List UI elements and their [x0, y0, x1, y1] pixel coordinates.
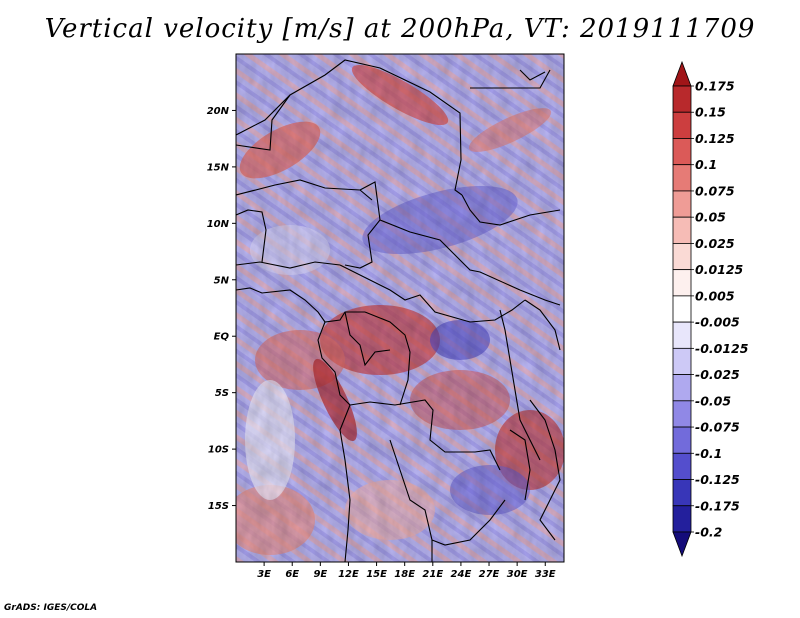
x-tick-label: 30E — [507, 569, 528, 580]
axis-ticks: 3E 6E 9E 12E 15E 18E 21E 24E 27E 30E 33E 20N 15N 10N 5… — [207, 106, 556, 580]
colorbar-label: 0.025 — [695, 236, 735, 251]
colorbar-arrow-top — [672, 60, 692, 87]
x-tick-label: 18E — [394, 569, 415, 580]
y-tick-label: 15S — [208, 501, 229, 512]
colorbar-box — [672, 164, 692, 192]
x-tick-label: 24E — [451, 569, 472, 580]
y-tick-label: 15N — [207, 162, 230, 173]
border-line — [236, 287, 365, 323]
colorbar-label: 0.0125 — [695, 262, 744, 277]
colorbar-label: 0.1 — [695, 157, 717, 172]
colorbar-label: -0.025 — [695, 367, 740, 382]
border-line — [236, 209, 267, 263]
border-line — [236, 179, 373, 201]
colorbar-label: 0.05 — [695, 210, 726, 225]
map-frame — [235, 53, 565, 563]
x-tick-label: 27E — [479, 569, 500, 580]
border-line — [519, 69, 546, 81]
colorbar-label: -0.075 — [695, 420, 740, 435]
colorbar-label: -0.125 — [695, 472, 740, 487]
y-tick-label: EQ — [214, 332, 230, 343]
x-tick-label: 12E — [338, 569, 359, 580]
border-line — [236, 261, 341, 269]
x-tick-label: 21E — [422, 569, 443, 580]
country-borders — [236, 59, 561, 562]
colorbar-label: 0.075 — [695, 183, 735, 198]
colorbar-box — [672, 347, 692, 375]
credit-text: GrADS: IGES/COLA — [4, 603, 98, 613]
x-tick-label: 33E — [535, 569, 556, 580]
colorbar-box — [672, 85, 692, 113]
chart-title: Vertical velocity [m/s] at 200hPa, VT: 2… — [44, 14, 756, 44]
border-line — [509, 429, 531, 501]
border-line — [236, 94, 291, 151]
colorbar-box — [672, 138, 692, 166]
colorbar: 0.175 0.15 0.125 0.1 0.075 0.05 0.025 0.0125 0.0… — [672, 60, 749, 558]
colorbar-label: 0.175 — [695, 79, 735, 94]
colorbar-arrow-bottom — [672, 531, 692, 558]
border-line — [364, 311, 411, 406]
border-line — [317, 321, 351, 406]
x-tick-label: 15E — [366, 569, 387, 580]
colorbar-box — [672, 321, 692, 349]
border-line — [349, 399, 501, 471]
colorbar-label: 0.005 — [695, 288, 735, 303]
colorbar-box — [672, 243, 692, 271]
border-line — [379, 219, 561, 306]
border-line — [339, 404, 351, 562]
border-line — [236, 59, 463, 196]
colorbar-label: -0.175 — [695, 498, 740, 513]
colorbar-box — [672, 374, 692, 402]
border-line — [344, 181, 381, 269]
y-tick-label: 20N — [207, 106, 230, 117]
border-line — [524, 299, 561, 351]
border-line — [499, 309, 541, 461]
border-line — [529, 399, 561, 541]
velocity-field — [236, 54, 564, 562]
y-tick-label: 10S — [208, 445, 229, 456]
border-line — [339, 264, 526, 323]
colorbar-label: -0.1 — [695, 446, 722, 461]
x-tick-label: 3E — [257, 569, 271, 580]
colorbar-label: -0.2 — [695, 525, 722, 540]
colorbar-label: 0.15 — [695, 105, 726, 120]
colorbar-box — [672, 426, 692, 454]
colorbar-label: -0.05 — [695, 393, 731, 408]
colorbar-label: 0.125 — [695, 131, 735, 146]
colorbar-box — [672, 190, 692, 218]
colorbar-box — [672, 269, 692, 297]
border-line — [344, 311, 391, 367]
x-tick-label: 9E — [313, 569, 327, 580]
colorbar-box — [672, 505, 692, 533]
y-tick-label: 5S — [215, 388, 229, 399]
x-tick-label: 6E — [285, 569, 299, 580]
y-tick-label: 10N — [207, 219, 230, 230]
colorbar-box — [672, 452, 692, 480]
colorbar-box — [672, 216, 692, 244]
colorbar-box — [672, 400, 692, 428]
colorbar-box — [672, 111, 692, 139]
colorbar-box — [672, 479, 692, 507]
border-line — [470, 69, 551, 89]
colorbar-box — [672, 295, 692, 323]
border-line — [461, 194, 561, 226]
y-tick-label: 5N — [214, 275, 230, 286]
colorbar-label: -0.0125 — [695, 341, 749, 356]
colorbar-label: -0.005 — [695, 315, 740, 330]
